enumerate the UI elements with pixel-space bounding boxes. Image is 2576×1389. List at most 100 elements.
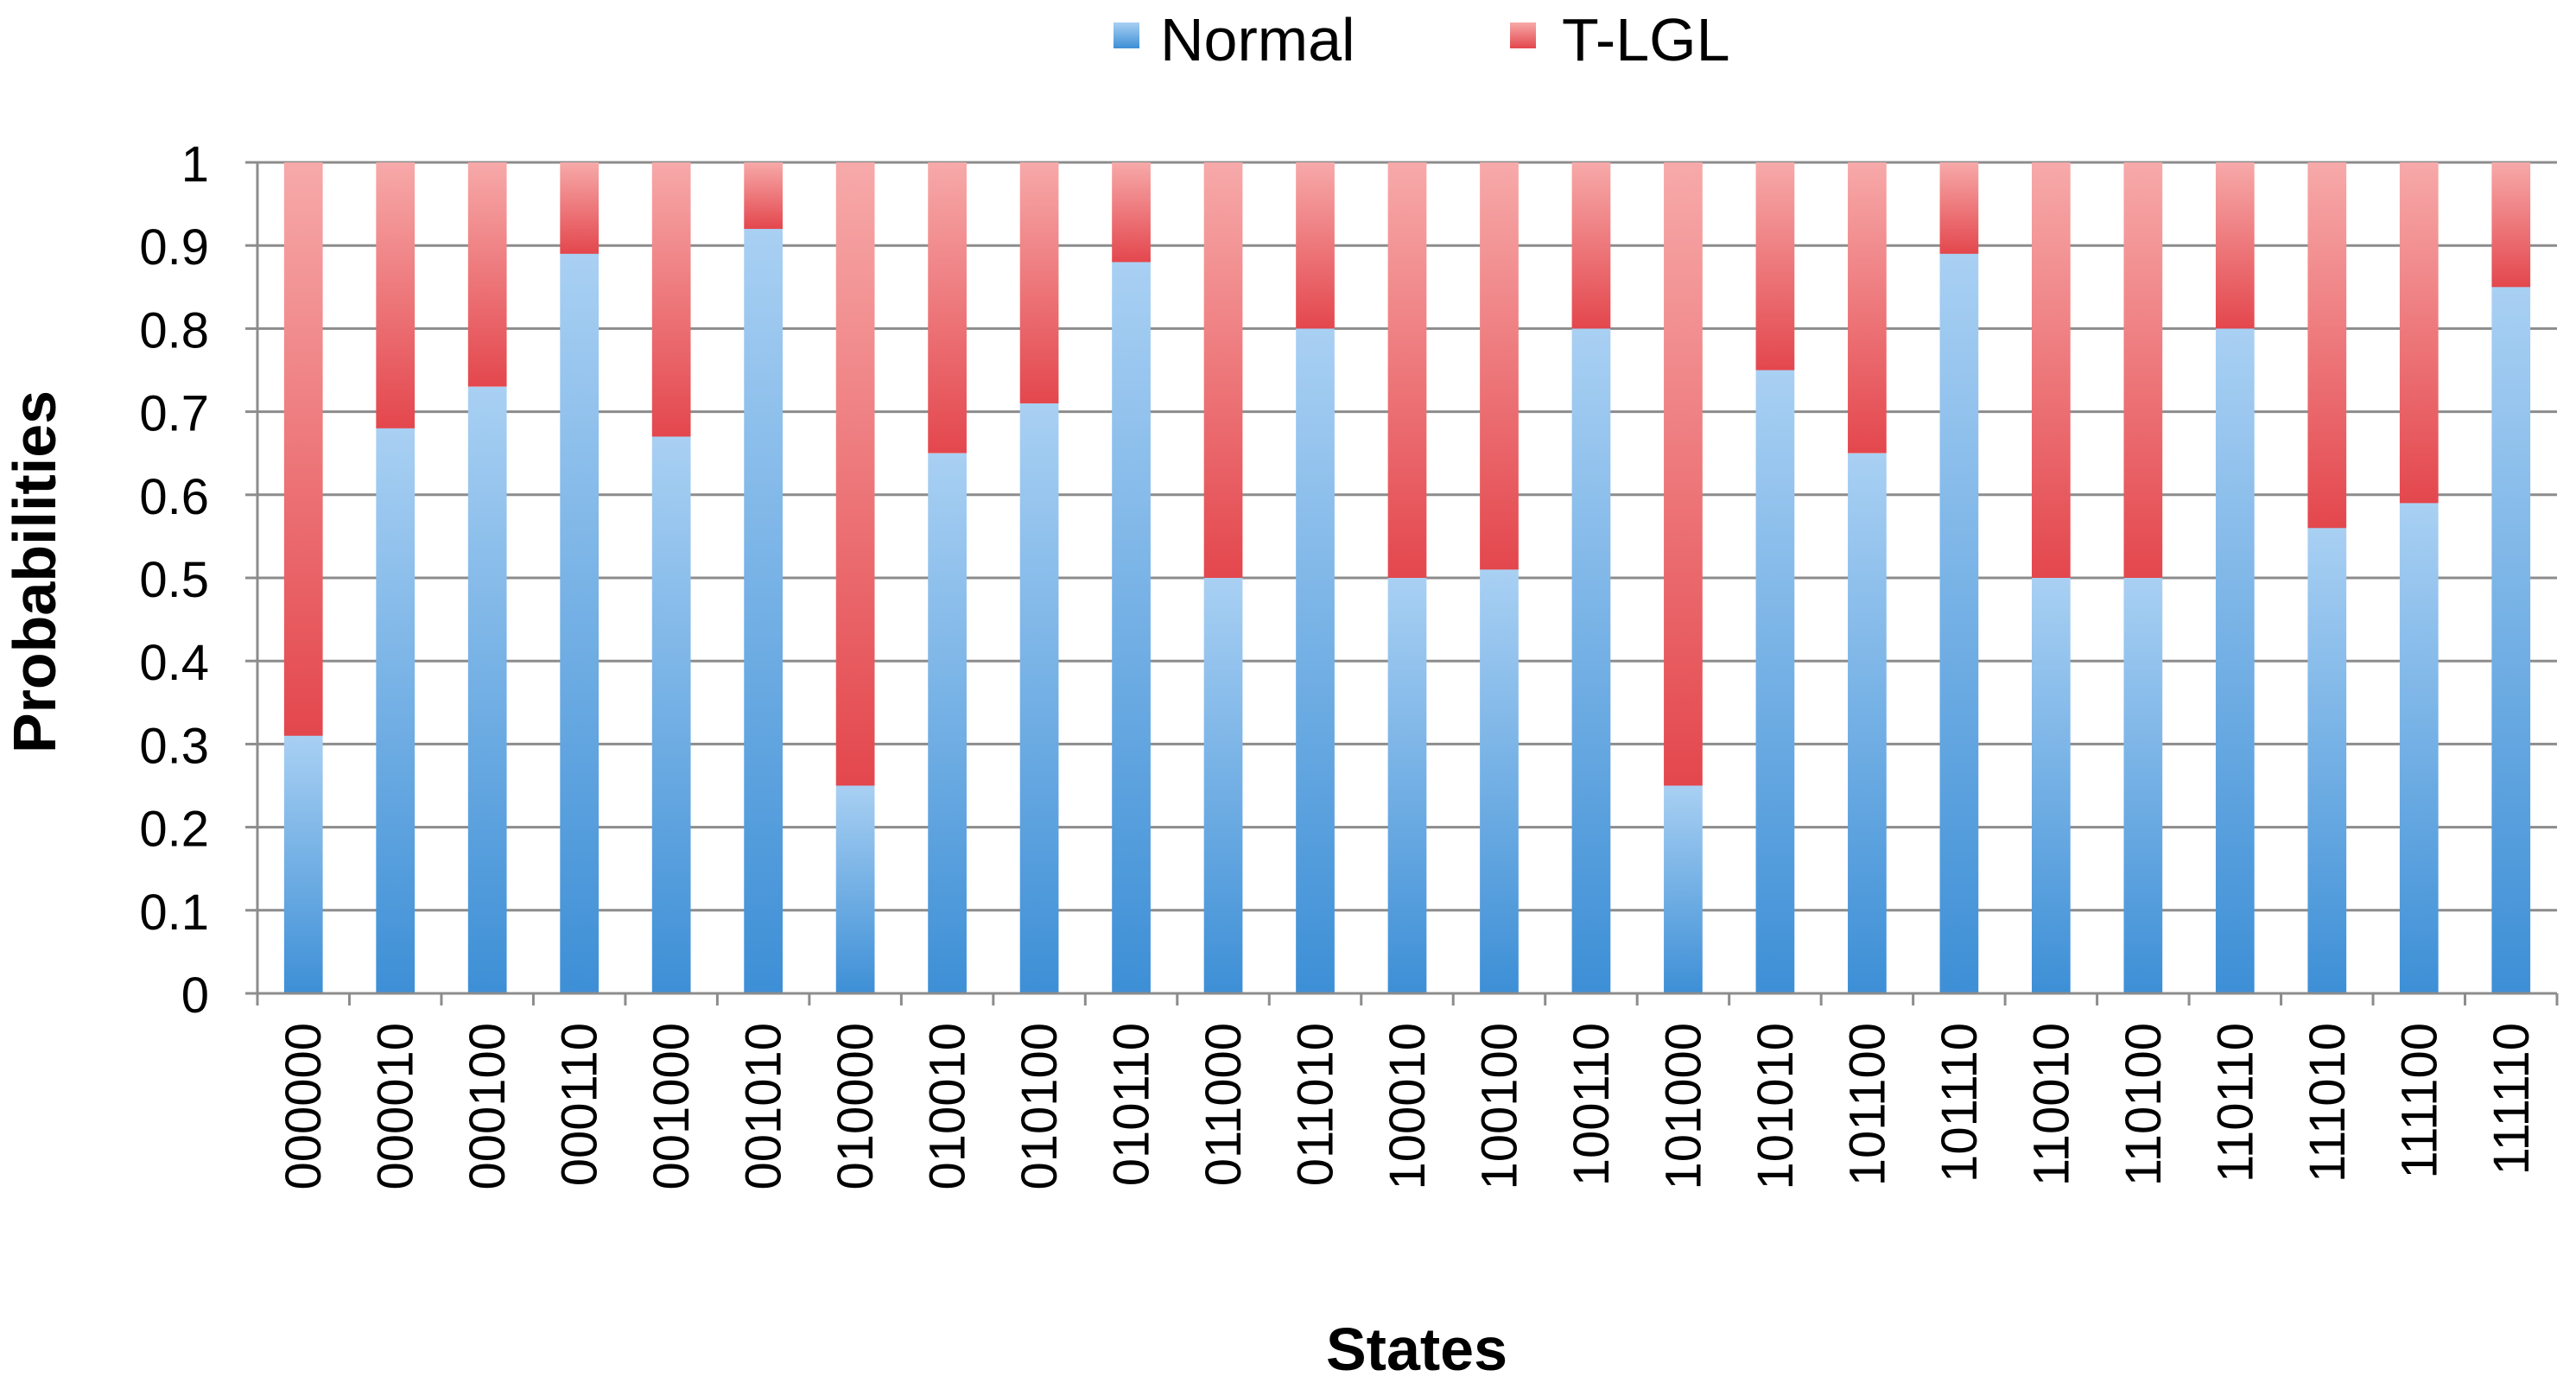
bar-normal-100110	[1571, 328, 1611, 993]
bar-normal-111010	[2307, 528, 2347, 993]
bar-normal-101110	[1939, 253, 1979, 993]
bar-tlgl-110100	[2123, 162, 2163, 578]
y-tick-label: 0	[181, 967, 209, 1024]
bar-tlgl-101110	[1939, 162, 1979, 254]
bar-normal-010010	[928, 453, 967, 993]
y-tick-label: 0.9	[139, 219, 209, 276]
y-tick-label: 0.8	[139, 302, 209, 358]
bar-tlgl-101010	[1755, 162, 1795, 371]
bar-tlgl-100100	[1480, 162, 1519, 570]
bar-normal-000010	[376, 428, 416, 994]
bar-tlgl-001010	[744, 162, 784, 229]
x-tick-label: 110100	[2116, 1023, 2172, 1186]
bar-tlgl-111100	[2399, 162, 2439, 504]
bar-tlgl-110010	[2031, 162, 2071, 578]
legend-swatch-normal	[1114, 22, 1139, 48]
bar-normal-010000	[835, 785, 875, 993]
y-tick-label: 1	[181, 136, 209, 193]
bar-tlgl-111110	[2491, 162, 2531, 288]
bar-tlgl-010010	[928, 162, 967, 453]
bar-normal-001010	[744, 228, 784, 994]
y-axis-title: Probabilities	[1, 390, 68, 753]
x-tick-label: 101110	[1932, 1023, 1988, 1183]
bar-normal-000110	[560, 253, 600, 993]
x-tick-label: 001010	[736, 1023, 792, 1190]
y-tick-label: 0.3	[139, 718, 209, 774]
bar-normal-010110	[1112, 262, 1151, 993]
x-tick-label: 111110	[2484, 1023, 2540, 1175]
x-tick-label: 101000	[1655, 1023, 1711, 1190]
x-tick-label: 010100	[1012, 1023, 1068, 1190]
x-tick-label: 101010	[1748, 1023, 1804, 1190]
bar-normal-110110	[2215, 328, 2255, 993]
bar-normal-110010	[2031, 578, 2071, 993]
bar-tlgl-010000	[835, 162, 875, 786]
x-tick-label: 010000	[828, 1023, 884, 1190]
legend-label-normal: Normal	[1160, 6, 1355, 73]
x-tick-label: 011000	[1196, 1023, 1252, 1186]
bar-tlgl-100010	[1387, 162, 1427, 578]
bar-normal-111110	[2491, 287, 2531, 993]
bar-normal-101010	[1755, 370, 1795, 993]
legend: Normal T-LGL	[1114, 6, 1730, 73]
bar-normal-001000	[651, 436, 691, 994]
x-tick-label: 001000	[644, 1023, 700, 1190]
x-tick-label: 000000	[276, 1023, 332, 1190]
bar-tlgl-000010	[376, 162, 416, 428]
x-axis-title: States	[1326, 1316, 1507, 1383]
bar-tlgl-000110	[560, 162, 600, 254]
bar-tlgl-101000	[1664, 162, 1703, 786]
legend-item-tlgl: T-LGL	[1510, 6, 1730, 73]
y-tick-label: 0.7	[139, 386, 209, 442]
x-tick-label: 010110	[1104, 1023, 1160, 1186]
x-tick-label: 110010	[2023, 1023, 2079, 1186]
y-tick-label: 0.6	[139, 469, 209, 525]
bar-normal-011000	[1203, 578, 1243, 993]
bar-tlgl-110110	[2215, 162, 2255, 329]
bar-tlgl-010100	[1019, 162, 1059, 403]
bar-normal-111100	[2399, 503, 2439, 993]
legend-item-normal: Normal	[1114, 6, 1355, 73]
bar-tlgl-100110	[1571, 162, 1611, 329]
y-tick-label: 0.5	[139, 552, 209, 608]
bar-normal-101100	[1848, 453, 1887, 993]
y-tick-label: 0.2	[139, 802, 209, 858]
legend-swatch-tlgl	[1510, 22, 1536, 48]
bar-normal-101000	[1664, 785, 1703, 993]
bar-tlgl-011000	[1203, 162, 1243, 578]
bar-normal-100010	[1387, 578, 1427, 993]
y-tick-labels: 0 0.1 0.2 0.3 0.4 0.5 0.6 0.7 0.8 0.9 1	[139, 136, 209, 1024]
bars	[283, 162, 2531, 994]
bar-tlgl-001000	[651, 162, 691, 437]
x-tick-label: 111010	[2300, 1023, 2356, 1183]
x-tick-label: 010010	[920, 1023, 976, 1190]
bar-tlgl-000100	[467, 162, 507, 387]
x-tick-label: 100010	[1380, 1023, 1436, 1190]
bar-normal-100100	[1480, 569, 1519, 993]
bar-tlgl-000000	[283, 162, 323, 736]
x-tick-label: 011010	[1288, 1023, 1344, 1186]
x-tick-label: 000100	[460, 1023, 516, 1190]
bar-normal-010100	[1019, 403, 1059, 994]
x-tick-label: 000010	[368, 1023, 424, 1190]
y-tick-label: 0.4	[139, 635, 209, 691]
x-tick-label: 111100	[2391, 1023, 2447, 1179]
bar-tlgl-011010	[1296, 162, 1335, 329]
bar-tlgl-010110	[1112, 162, 1151, 263]
bar-normal-011010	[1296, 328, 1335, 993]
axes	[245, 161, 2559, 1005]
bar-tlgl-101100	[1848, 162, 1887, 453]
x-tick-label: 100110	[1564, 1023, 1620, 1186]
bar-normal-110100	[2123, 578, 2163, 993]
x-tick-label: 110110	[2207, 1023, 2263, 1183]
legend-label-tlgl: T-LGL	[1562, 6, 1730, 73]
x-tick-label: 101100	[1839, 1023, 1895, 1186]
bar-tlgl-111010	[2307, 162, 2347, 529]
bar-normal-000000	[283, 735, 323, 993]
bar-normal-000100	[467, 386, 507, 993]
y-tick-label: 0.1	[139, 885, 209, 941]
x-tick-label: 000110	[552, 1023, 608, 1186]
x-tick-label: 100100	[1471, 1023, 1527, 1190]
